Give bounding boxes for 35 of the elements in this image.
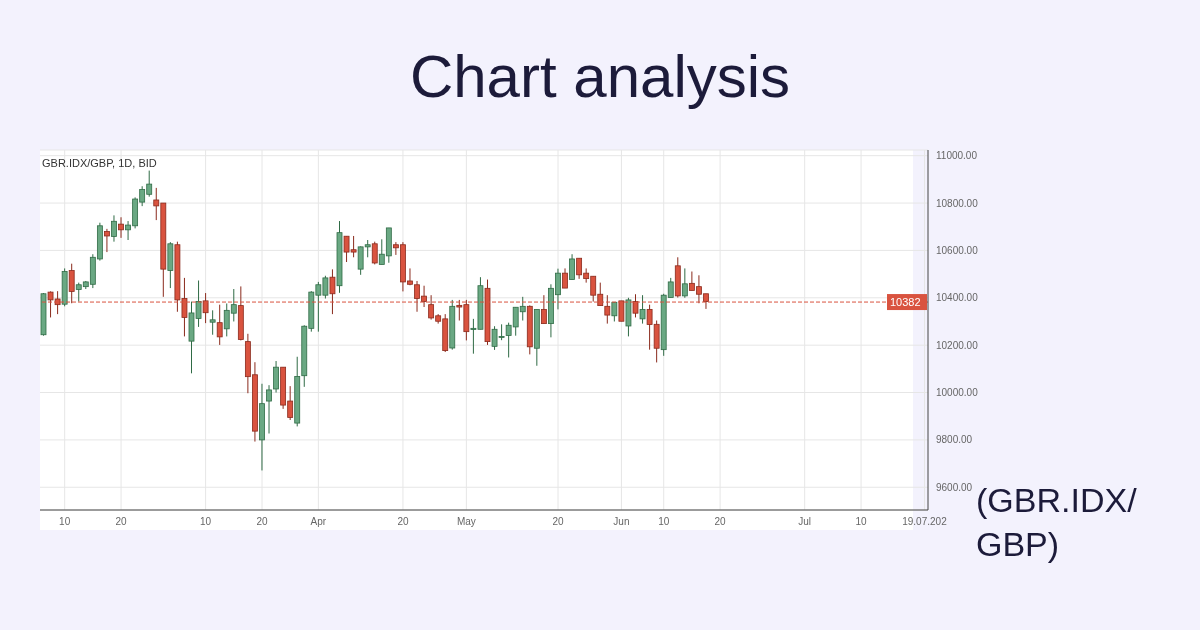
x-tick-label: May [456,516,476,528]
ref-line-label: 10382 [890,296,921,309]
candlestick [681,267,688,299]
candlestick [104,228,110,253]
x-tick-label: Jul [798,516,812,528]
x-tick-label: 10 [200,516,212,528]
x-tick-label: 20 [552,516,564,528]
x-tick-label: 10 [855,516,868,528]
y-tick-label: 9800.00 [936,434,973,446]
x-tick-label: 19.07.202 [902,516,948,528]
x-tick-label: 20 [714,516,727,528]
x-tick-label: Apr [310,516,327,528]
candlestick [209,309,216,336]
x-tick-label: 20 [115,516,128,528]
y-tick-label: 11000.00 [936,150,978,162]
candlestick [216,304,223,346]
candlestick [562,267,568,289]
x-tick-label: 10 [658,516,670,528]
candlestick [118,216,124,239]
y-tick-label: 9600.00 [936,481,973,493]
y-tick-label: 10000.00 [936,387,979,399]
candlestick [639,294,646,325]
x-tick-label: 10 [59,516,71,528]
candlestick [111,214,117,243]
candlestick [569,253,575,281]
chart-title: Chart analysis [409,43,791,110]
annotation: GBR.IDX/GBP, 1D, BID [42,157,157,169]
x-tick-label: 20 [397,516,409,528]
y-tick-label: 10800.00 [936,197,979,209]
text: (GBR.IDX/GBP) [976,481,1137,563]
y-tick-label: 10600.00 [936,244,979,256]
y-tick-label: 10200.00 [936,339,979,351]
y-tick-label: 10400.00 [936,292,979,304]
x-tick-label: Jun [613,516,630,528]
x-tick-label: 20 [256,516,268,528]
